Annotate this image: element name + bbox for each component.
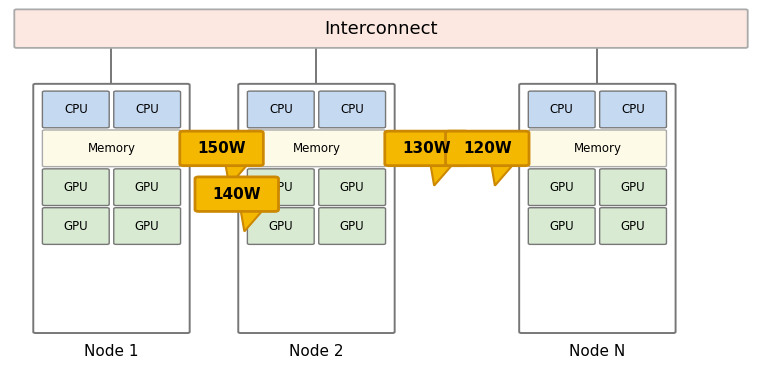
Text: CPU: CPU [341,103,364,116]
Text: Node N: Node N [569,344,626,359]
Text: CPU: CPU [550,103,574,116]
Polygon shape [491,164,514,186]
FancyBboxPatch shape [519,84,676,333]
FancyBboxPatch shape [248,208,314,244]
FancyBboxPatch shape [34,84,190,333]
Text: 120W: 120W [463,141,511,156]
FancyBboxPatch shape [446,131,529,166]
Text: GPU: GPU [549,181,574,194]
FancyBboxPatch shape [600,169,667,206]
FancyBboxPatch shape [114,208,181,244]
Polygon shape [241,210,264,231]
FancyBboxPatch shape [239,84,395,333]
FancyBboxPatch shape [43,130,181,167]
Polygon shape [431,164,453,186]
FancyBboxPatch shape [528,208,595,244]
FancyBboxPatch shape [248,130,386,167]
Text: GPU: GPU [621,181,645,194]
Text: GPU: GPU [340,181,364,194]
Polygon shape [226,164,248,186]
FancyBboxPatch shape [528,169,595,206]
Text: GPU: GPU [549,220,574,232]
FancyBboxPatch shape [248,91,314,128]
Text: GPU: GPU [268,220,293,232]
Text: GPU: GPU [63,220,88,232]
Text: Node 1: Node 1 [85,344,139,359]
FancyBboxPatch shape [195,177,278,212]
FancyBboxPatch shape [248,169,314,206]
Text: CPU: CPU [621,103,645,116]
FancyBboxPatch shape [600,208,667,244]
FancyBboxPatch shape [528,91,595,128]
FancyBboxPatch shape [114,169,181,206]
FancyBboxPatch shape [528,130,667,167]
Text: Memory: Memory [573,142,621,155]
FancyBboxPatch shape [43,208,109,244]
Text: GPU: GPU [135,181,159,194]
Text: CPU: CPU [136,103,159,116]
Text: GPU: GPU [340,220,364,232]
FancyBboxPatch shape [600,91,667,128]
FancyBboxPatch shape [114,91,181,128]
FancyBboxPatch shape [385,131,469,166]
FancyBboxPatch shape [14,10,748,48]
Text: Interconnect: Interconnect [325,20,437,38]
Text: GPU: GPU [268,181,293,194]
Text: CPU: CPU [269,103,293,116]
Text: 140W: 140W [213,187,261,202]
Text: 130W: 130W [402,141,451,156]
Text: Memory: Memory [293,142,341,155]
Text: GPU: GPU [63,181,88,194]
FancyBboxPatch shape [43,91,109,128]
FancyBboxPatch shape [319,169,386,206]
Text: GPU: GPU [135,220,159,232]
Text: Memory: Memory [88,142,136,155]
Text: Node 2: Node 2 [290,344,344,359]
Text: 150W: 150W [197,141,246,156]
FancyBboxPatch shape [43,169,109,206]
Text: GPU: GPU [621,220,645,232]
FancyBboxPatch shape [180,131,264,166]
FancyBboxPatch shape [319,91,386,128]
FancyBboxPatch shape [319,208,386,244]
Text: CPU: CPU [64,103,88,116]
